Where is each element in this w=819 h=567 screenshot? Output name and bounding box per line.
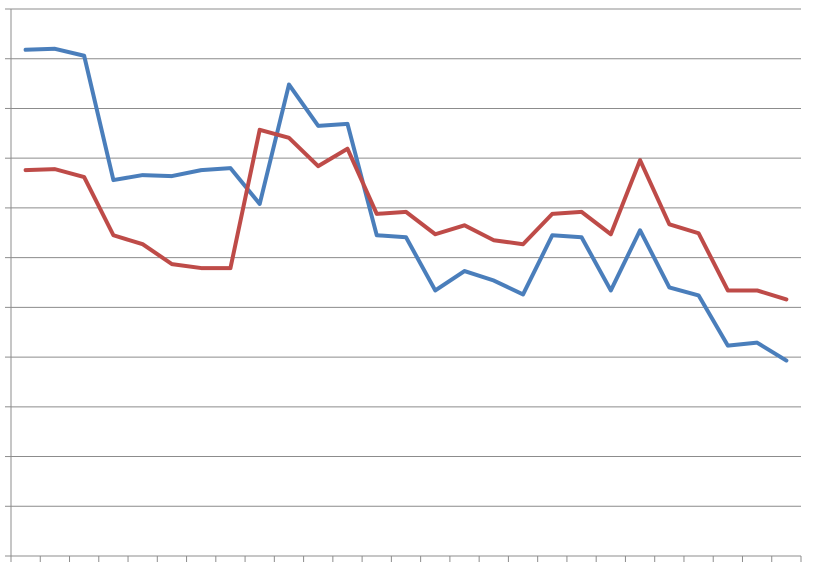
line-series — [23, 46, 789, 363]
line-series — [23, 127, 789, 302]
